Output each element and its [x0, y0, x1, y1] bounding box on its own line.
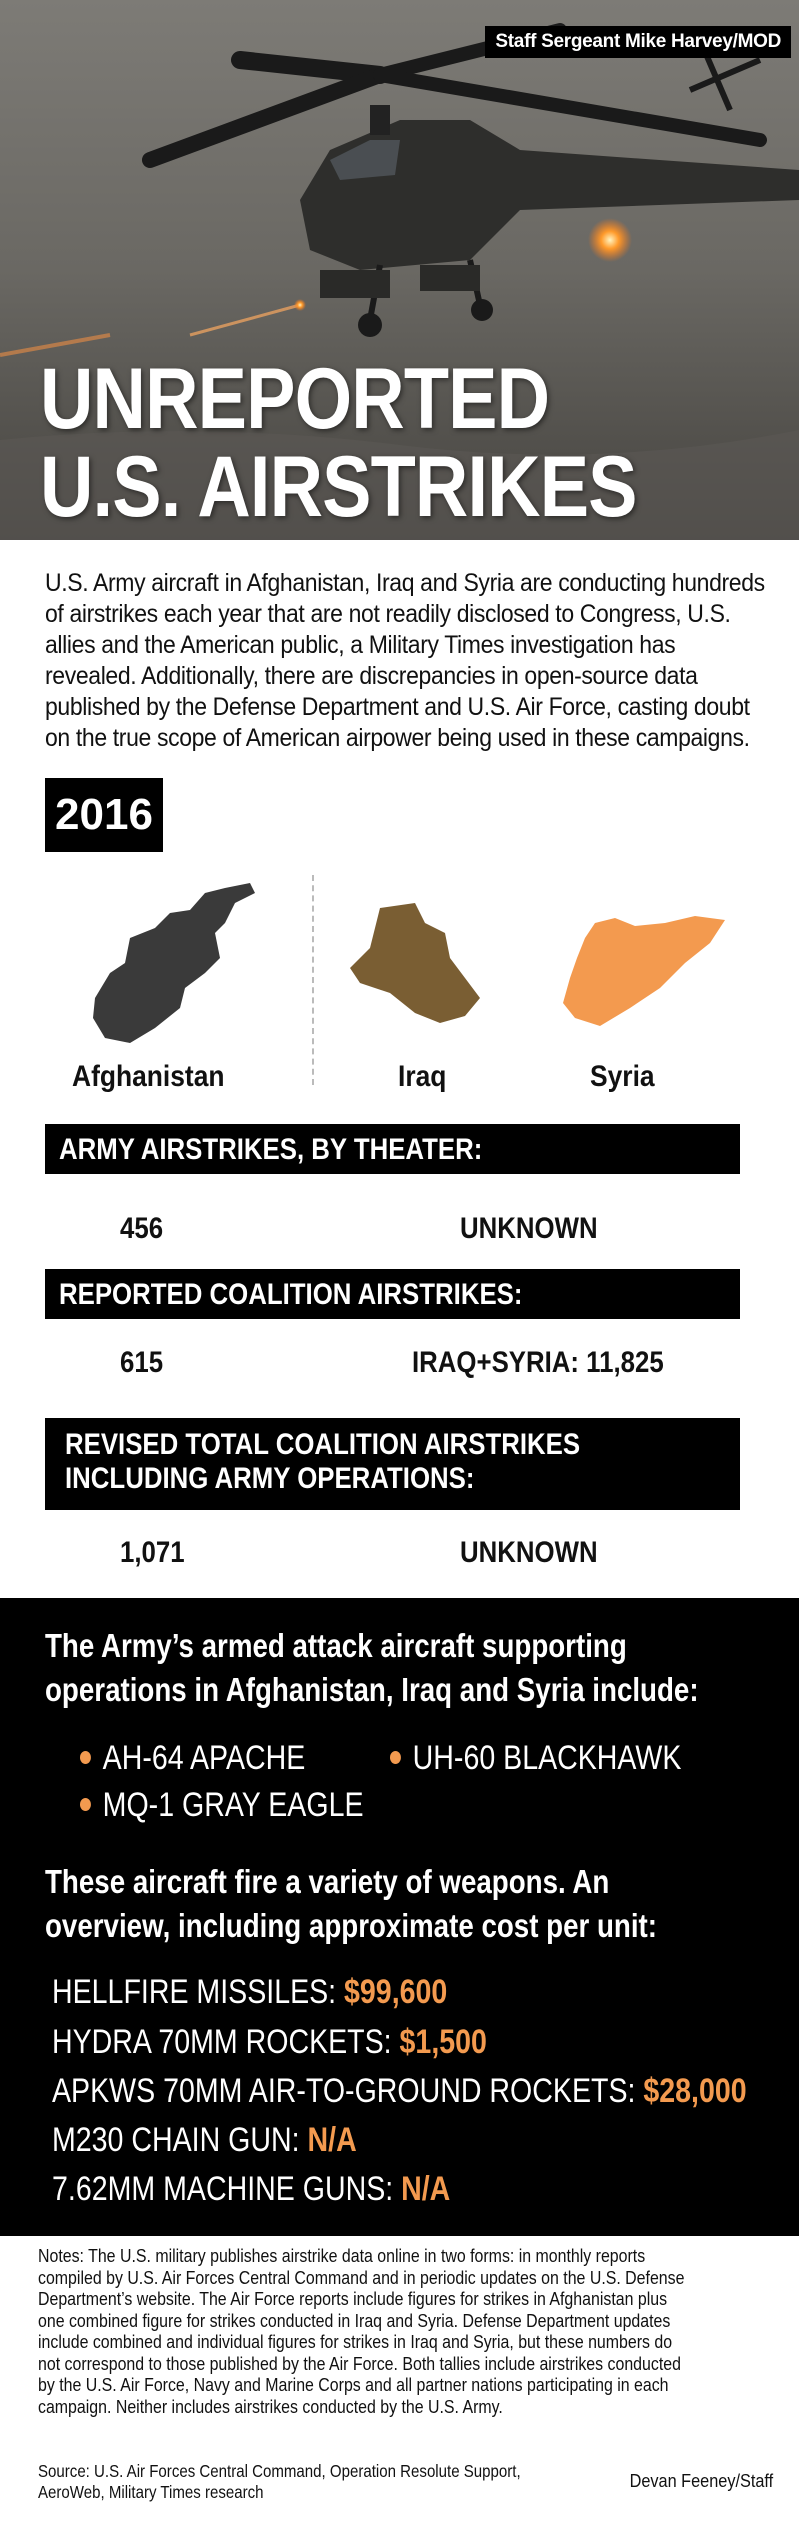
aircraft-weapons-panel: The Army’s armed attack aircraft support…: [0, 1598, 799, 2236]
syria-map: [563, 916, 725, 1026]
country-label-afghanistan: Afghanistan: [72, 1060, 225, 1093]
section-header-label: REPORTED COALITION AIRSTRIKES:: [59, 1278, 523, 1311]
iraq-map: [350, 903, 480, 1023]
weapon-item: M230 CHAIN GUN: N/A: [52, 2121, 357, 2160]
intro-line: on the true scope of American airpower b…: [45, 724, 750, 752]
photo-credit: Staff Sergeant Mike Harvey/MOD: [485, 26, 791, 58]
weapon-cost: N/A: [401, 2170, 451, 2208]
page-title: UNREPORTED U.S. AIRSTRIKES: [40, 355, 734, 531]
country-label-iraq: Iraq: [398, 1060, 447, 1093]
year-badge: 2016: [45, 778, 163, 852]
weapon-cost: $1,500: [399, 2023, 487, 2061]
afghanistan-shape: [93, 883, 255, 1043]
heading-line: These aircraft fire a variety of weapons…: [45, 1863, 610, 1900]
value-afghanistan-revised: 1,071: [120, 1536, 185, 1569]
weapon-item: 7.62MM MACHINE GUNS: N/A: [52, 2170, 450, 2209]
notes-line: one combined figure for strikes conducte…: [38, 2309, 671, 2331]
heading-line: The Army’s armed attack aircraft support…: [45, 1627, 627, 1664]
weapon-item: APKWS 70MM AIR-TO-GROUND ROCKETS: $28,00…: [52, 2072, 747, 2111]
intro-line: published by the Defense Department and …: [45, 693, 750, 721]
aircraft-name: UH-60 BLACKHAWK: [412, 1739, 682, 1777]
section-header-label: INCLUDING ARMY OPERATIONS:: [65, 1462, 475, 1495]
intro-line: revealed. Additionally, there are discre…: [45, 662, 698, 690]
aircraft-heading: The Army’s armed attack aircraft support…: [45, 1624, 799, 1712]
notes: Notes: The U.S. military publishes airst…: [38, 2245, 768, 2417]
iraq-shape: [350, 903, 480, 1023]
bullet-dot-icon: [390, 1750, 401, 1764]
section-header-label: ARMY AIRSTRIKES, BY THEATER:: [59, 1133, 483, 1166]
notes-line: compiled by U.S. Air Forces Central Comm…: [38, 2266, 685, 2288]
title-line-1: UNREPORTED: [40, 351, 550, 447]
notes-line: Notes: The U.S. military publishes airst…: [38, 2245, 646, 2266]
source-line: AeroWeb, Military Times research: [38, 2482, 264, 2502]
weapon-name: 7.62MM MACHINE GUNS:: [52, 2170, 402, 2208]
heading-line: operations in Afghanistan, Iraq and Syri…: [45, 1671, 699, 1708]
value-iraq-syria-army: UNKNOWN: [460, 1212, 598, 1245]
section-header-army: ARMY AIRSTRIKES, BY THEATER:: [45, 1124, 740, 1174]
bullet-dot-icon: [80, 1797, 91, 1811]
section-header-reported: REPORTED COALITION AIRSTRIKES:: [45, 1269, 740, 1319]
source-line: Source: U.S. Air Forces Central Command,…: [38, 2461, 521, 2481]
title-line-2: U.S. AIRSTRIKES: [40, 439, 638, 535]
aircraft-name: AH-64 APACHE: [102, 1739, 306, 1777]
notes-line: not correspond to those published by the…: [38, 2352, 681, 2374]
notes-line: by the U.S. Air Force, Navy and Marine C…: [38, 2374, 669, 2395]
aircraft-item: MQ-1 GRAY EAGLE: [80, 1786, 364, 1825]
weapon-cost: $99,600: [344, 1973, 448, 2011]
hero-photo: Staff Sergeant Mike Harvey/MOD UNREPORTE…: [0, 0, 799, 540]
source-credit: Source: U.S. Air Forces Central Command,…: [38, 2461, 599, 2503]
syria-shape: [563, 916, 725, 1026]
notes-line: include combined and individual figures …: [38, 2331, 673, 2352]
aircraft-name: MQ-1 GRAY EAGLE: [102, 1786, 364, 1824]
weapon-name: M230 CHAIN GUN:: [52, 2121, 308, 2159]
weapon-name: HYDRA 70MM ROCKETS:: [52, 2023, 400, 2061]
weapon-cost: N/A: [307, 2121, 357, 2159]
value-iraq-syria-reported: IRAQ+SYRIA: 11,825: [412, 1346, 664, 1379]
intro-line: allies and the American public, a Milita…: [45, 631, 676, 659]
weapon-cost: $28,000: [643, 2072, 747, 2110]
divider: [312, 875, 314, 1085]
section-header-label: REVISED TOTAL COALITION AIRSTRIKES: [65, 1428, 581, 1461]
value-afghanistan-army: 456: [120, 1212, 164, 1245]
byline: Devan Feeney/Staff: [629, 2470, 773, 2491]
aircraft-item: UH-60 BLACKHAWK: [390, 1739, 681, 1778]
helicopter-illustration: [0, 0, 799, 540]
value-afghanistan-reported: 615: [120, 1346, 164, 1379]
bullet-dot-icon: [80, 1750, 91, 1764]
intro-paragraph: U.S. Army aircraft in Afghanistan, Iraq …: [45, 568, 765, 754]
intro-line: of airstrikes each year that are not rea…: [45, 600, 731, 628]
aircraft-item: AH-64 APACHE: [80, 1739, 305, 1778]
weapons-heading: These aircraft fire a variety of weapons…: [45, 1860, 774, 1948]
weapon-item: HYDRA 70MM ROCKETS: $1,500: [52, 2023, 487, 2062]
intro-line: U.S. Army aircraft in Afghanistan, Iraq …: [45, 569, 765, 597]
notes-line: campaign. Neither includes airstrikes co…: [38, 2395, 503, 2417]
weapon-name: HELLFIRE MISSILES:: [52, 1973, 345, 2011]
afghanistan-map: [93, 883, 255, 1043]
country-label-syria: Syria: [590, 1060, 655, 1093]
section-header-revised: REVISED TOTAL COALITION AIRSTRIKES INCLU…: [45, 1418, 740, 1510]
notes-line: Department’s website. The Air Force repo…: [38, 2288, 668, 2309]
value-iraq-syria-revised: UNKNOWN: [460, 1536, 598, 1569]
weapon-item: HELLFIRE MISSILES: $99,600: [52, 1973, 447, 2012]
heading-line: overview, including approximate cost per…: [45, 1907, 658, 1944]
weapon-name: APKWS 70MM AIR-TO-GROUND ROCKETS:: [52, 2072, 644, 2110]
